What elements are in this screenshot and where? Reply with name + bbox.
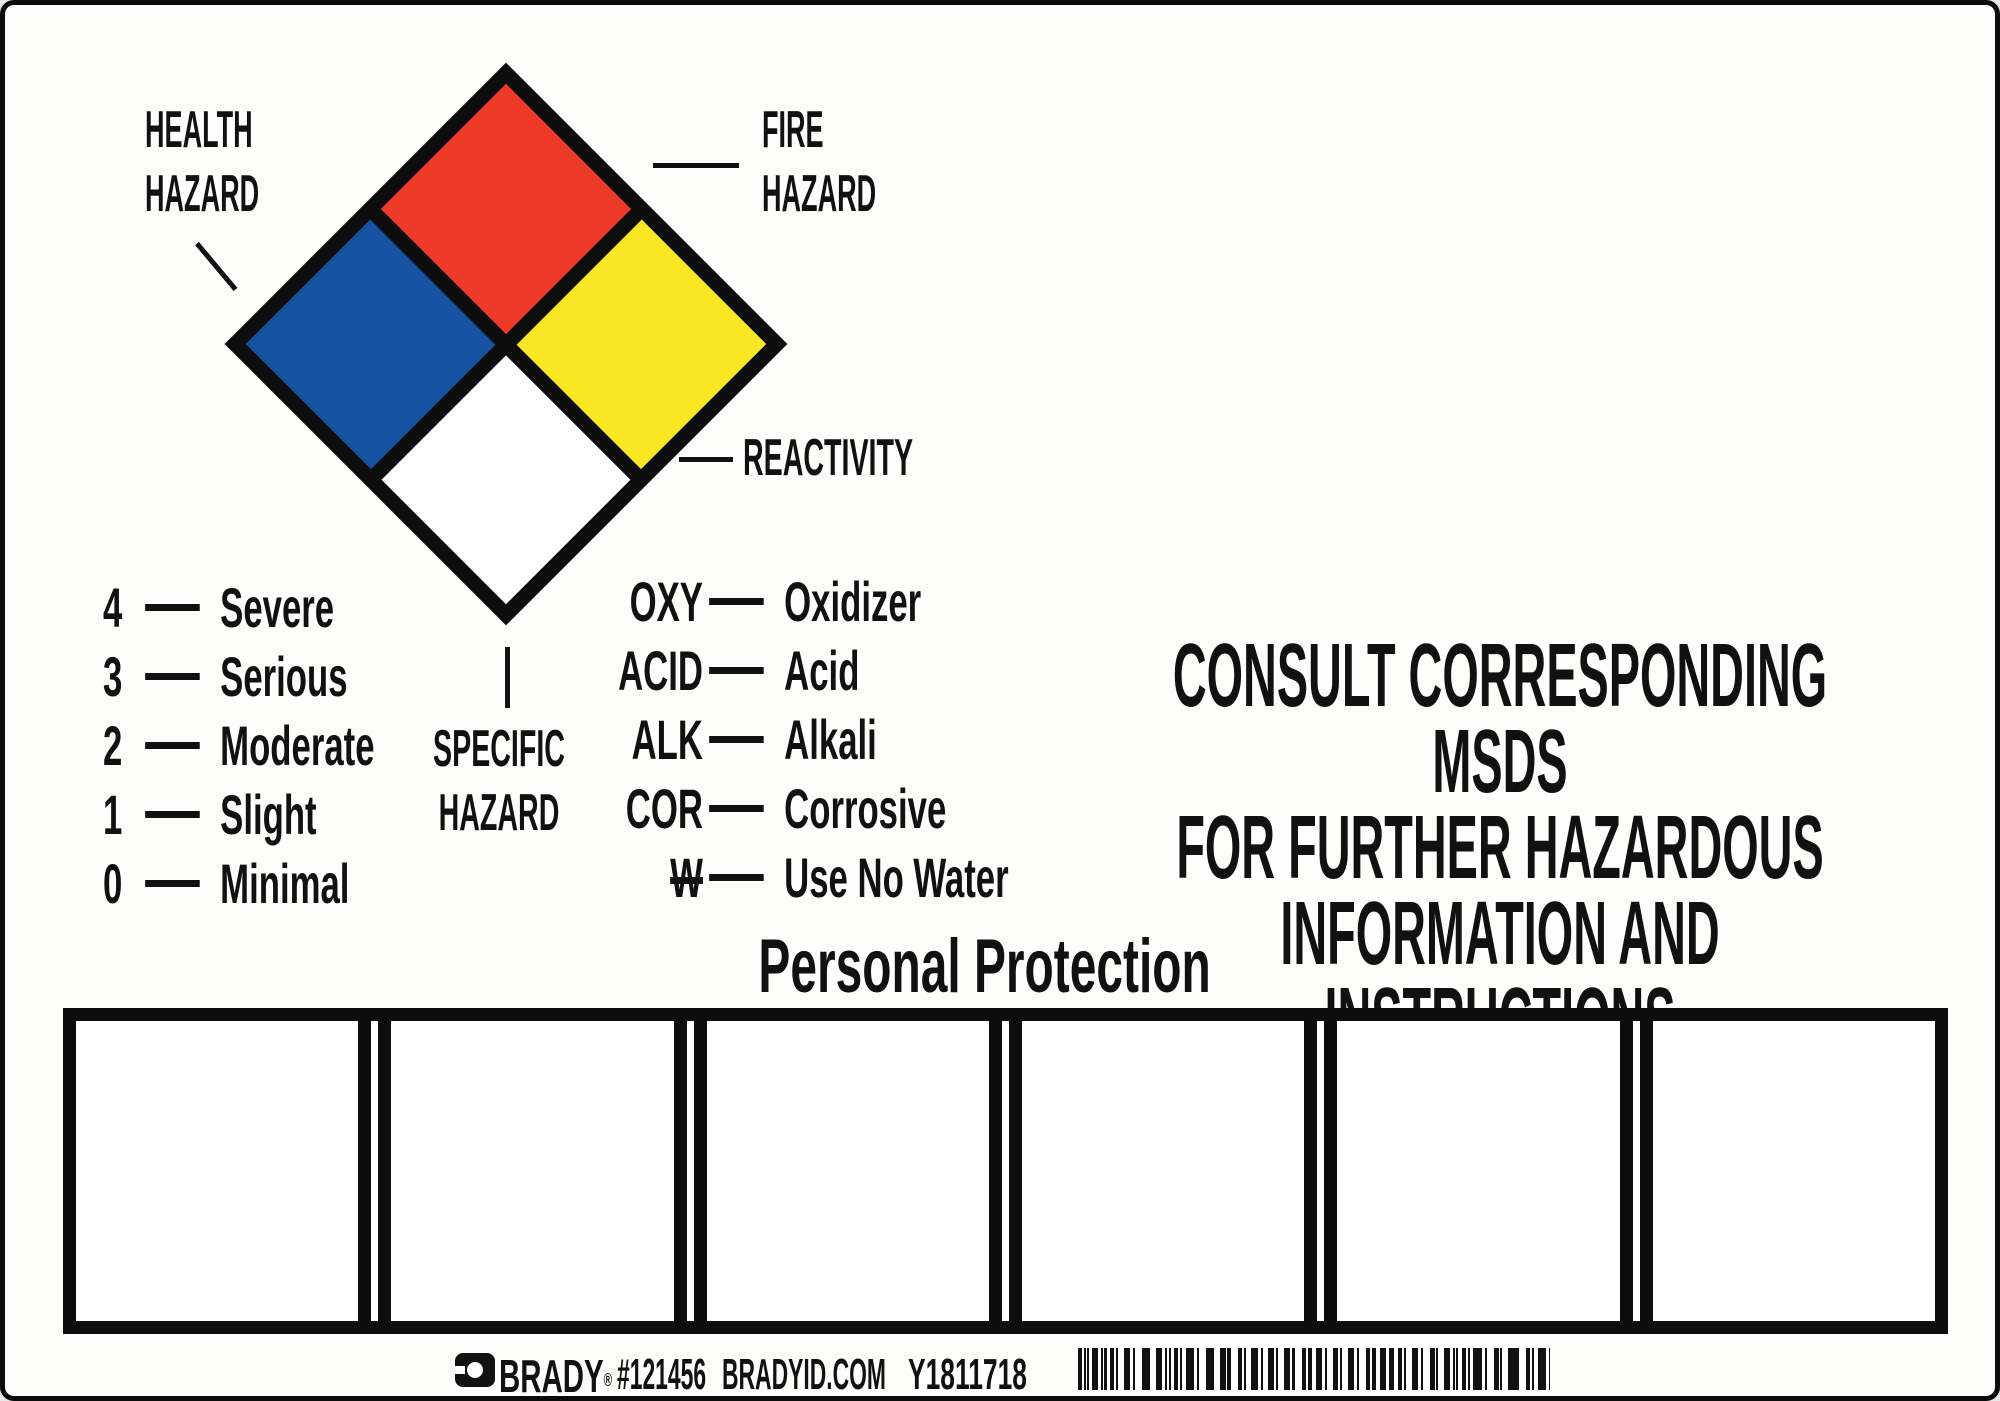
severity-number: 3 bbox=[103, 645, 123, 708]
code-row: COR Corrosive bbox=[618, 774, 1009, 843]
personal-protection-box bbox=[378, 1021, 687, 1321]
personal-protection-grid bbox=[63, 1008, 1948, 1334]
reactivity-label: REACTIVITY bbox=[743, 429, 914, 487]
brady-logo-icon bbox=[455, 1353, 495, 1387]
severity-row: 0 Minimal bbox=[103, 849, 375, 918]
code-abbr: ACID bbox=[618, 639, 703, 702]
dash bbox=[145, 880, 200, 887]
personal-protection-box bbox=[76, 1021, 372, 1321]
personal-protection-box bbox=[693, 1021, 1002, 1321]
code-abbr: OXY bbox=[629, 570, 703, 633]
code-word: Oxidizer bbox=[784, 570, 922, 633]
severity-row: 4 Severe bbox=[103, 573, 375, 642]
barcode bbox=[1078, 1348, 1550, 1390]
code-word: Corrosive bbox=[784, 777, 947, 840]
dash bbox=[709, 805, 764, 812]
severity-word: Moderate bbox=[220, 714, 375, 777]
code-abbr: ALK bbox=[631, 708, 703, 771]
dash bbox=[709, 736, 764, 743]
severity-row: 2 Moderate bbox=[103, 711, 375, 780]
brand-name: BRADY® bbox=[499, 1349, 613, 1401]
msds-notice: CONSULT CORRESPONDING MSDS FOR FURTHER H… bbox=[1172, 626, 1828, 1065]
personal-protection-box bbox=[1008, 1021, 1318, 1321]
dash bbox=[145, 742, 200, 749]
code-word: Use No Water bbox=[784, 846, 1009, 909]
health-pointer-line bbox=[195, 241, 238, 292]
code-row: OXY Oxidizer bbox=[618, 567, 1009, 636]
dash bbox=[709, 874, 764, 881]
fire-hazard-label: FIRE HAZARD bbox=[762, 101, 877, 223]
nfpa-diamond bbox=[224, 62, 788, 626]
code-word: Alkali bbox=[784, 708, 877, 771]
code-abbr: COR bbox=[625, 777, 703, 840]
code-abbr-use-no-water: W bbox=[670, 846, 703, 909]
personal-protection-box bbox=[1324, 1021, 1633, 1321]
brand-text: BRADY bbox=[499, 1350, 604, 1401]
fire-pointer-line bbox=[653, 163, 739, 168]
brady-logo-dot bbox=[467, 1362, 483, 1378]
website: BRADYID.COM bbox=[722, 1350, 886, 1399]
part-number: #121456 bbox=[617, 1350, 707, 1399]
severity-row: 3 Serious bbox=[103, 642, 375, 711]
reactivity-pointer-line bbox=[679, 457, 733, 462]
health-hazard-label: HEALTH HAZARD bbox=[145, 101, 260, 223]
dash bbox=[145, 604, 200, 611]
severity-word: Severe bbox=[220, 576, 335, 639]
severity-word: Slight bbox=[220, 783, 317, 846]
registered-mark: ® bbox=[603, 1370, 613, 1390]
severity-number: 1 bbox=[103, 783, 123, 846]
specific-codes-legend: OXY Oxidizer ACID Acid ALK Alkali COR Corros… bbox=[618, 567, 1248, 912]
personal-protection-box bbox=[1639, 1021, 1935, 1321]
code-word: Acid bbox=[784, 639, 860, 702]
code-row: W Use No Water bbox=[618, 843, 1009, 912]
severity-word: Serious bbox=[220, 645, 348, 708]
severity-word: Minimal bbox=[220, 852, 350, 915]
personal-protection-title: Personal Protection bbox=[758, 924, 1211, 1009]
severity-row: 1 Slight bbox=[103, 780, 375, 849]
dash bbox=[145, 673, 200, 680]
sku-number: Y1811718 bbox=[908, 1350, 1027, 1399]
severity-scale-legend: 4 Severe 3 Serious 2 Moderate 1 Slight 0 Mini… bbox=[103, 573, 541, 918]
severity-number: 2 bbox=[103, 714, 123, 777]
dash bbox=[709, 598, 764, 605]
brady-logo-slot bbox=[455, 1366, 465, 1374]
dash bbox=[145, 811, 200, 818]
code-row: ALK Alkali bbox=[618, 705, 1009, 774]
severity-number: 4 bbox=[103, 576, 123, 639]
severity-number: 0 bbox=[103, 852, 123, 915]
specific-hazard-pointer-line bbox=[505, 647, 510, 708]
code-row: ACID Acid bbox=[618, 636, 1009, 705]
specific-hazard-label: SPECIFIC HAZARD bbox=[433, 720, 565, 842]
dash bbox=[709, 667, 764, 674]
